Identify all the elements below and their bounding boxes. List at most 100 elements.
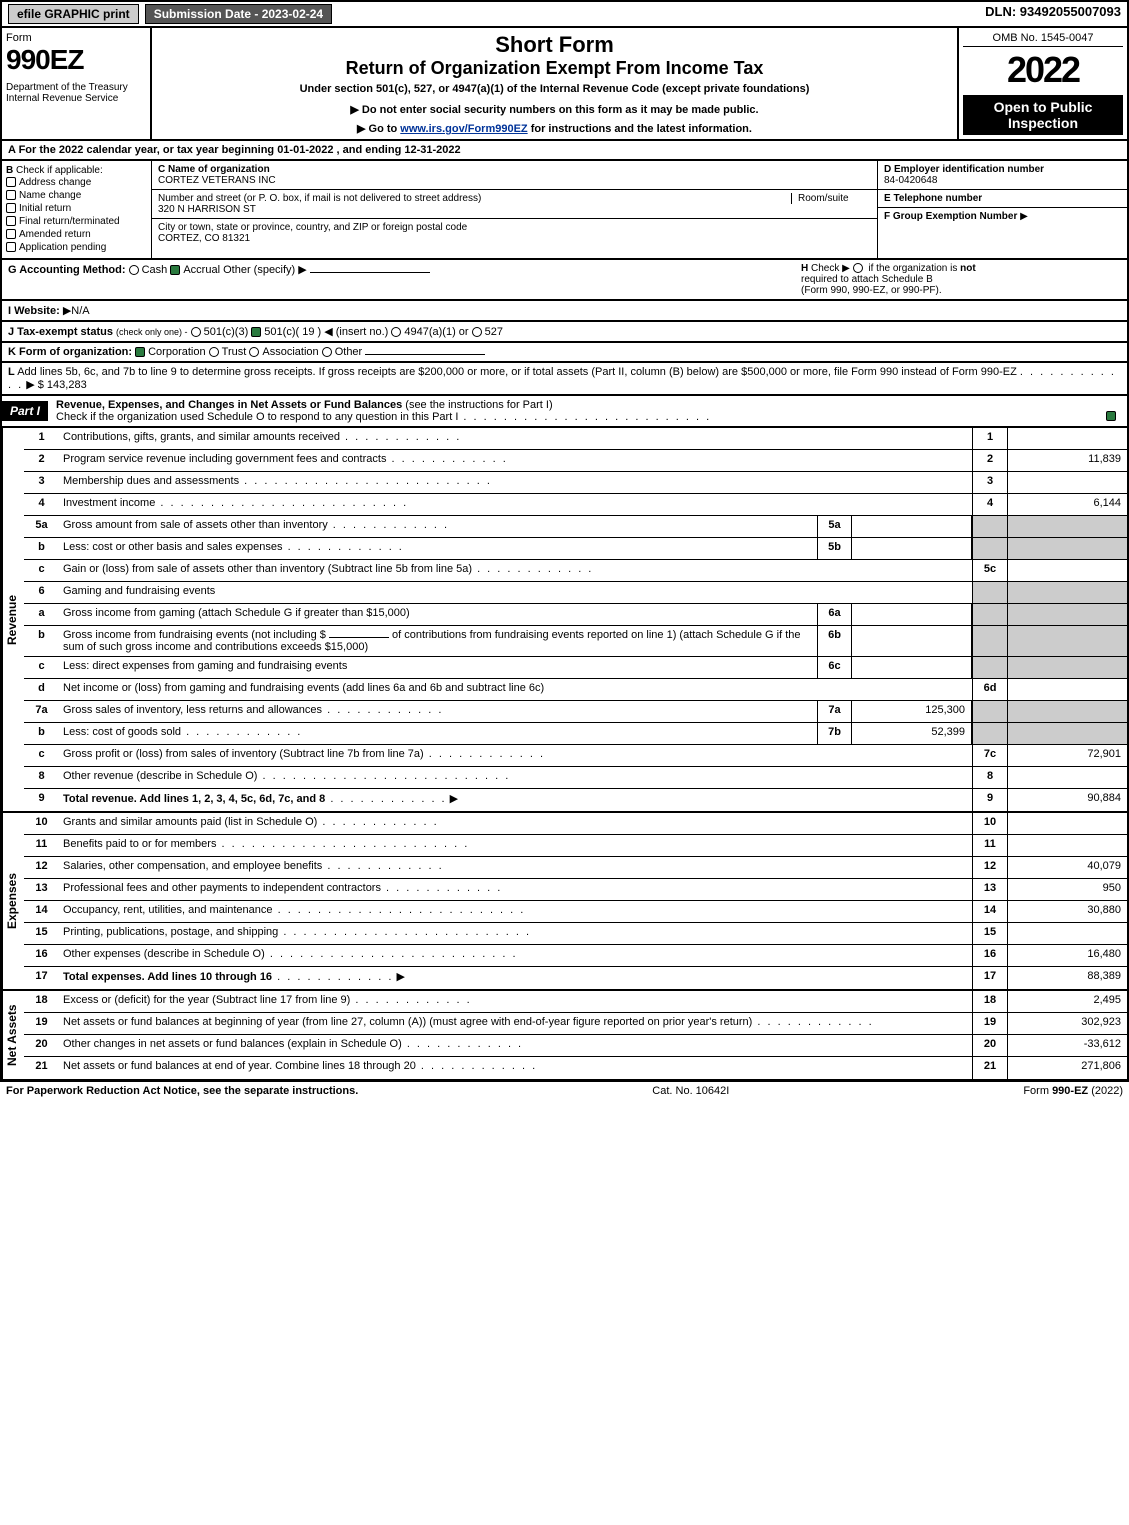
h-not: not [960, 263, 976, 274]
netassets-section: Net Assets 18Excess or (deficit) for the… [0, 991, 1129, 1081]
l9-rn: 9 [972, 789, 1007, 811]
section-g-h: G Accounting Method: Cash Accrual Other … [0, 260, 1129, 301]
l3-rn: 3 [972, 472, 1007, 493]
l20-rn: 20 [972, 1035, 1007, 1056]
l7a-mv: 125,300 [852, 701, 972, 722]
l2-rv: 11,839 [1007, 450, 1127, 471]
footer-mid: Cat. No. 10642I [652, 1085, 729, 1097]
l18-rv: 2,495 [1007, 991, 1127, 1012]
g-label: G Accounting Method: [8, 264, 126, 276]
chk-pending[interactable]: Application pending [19, 242, 106, 253]
l6c-mv [852, 657, 972, 678]
check-if-applicable: Check if applicable: [16, 165, 103, 176]
chk-final[interactable]: Final return/terminated [19, 216, 120, 227]
l2-desc: Program service revenue including govern… [63, 453, 386, 465]
warn-goto: Go to [369, 123, 401, 135]
chk-name[interactable]: Name change [19, 190, 81, 201]
l14-rv: 30,880 [1007, 901, 1127, 922]
expenses-section: Expenses 10Grants and similar amounts pa… [0, 813, 1129, 991]
chk-amended[interactable]: Amended return [19, 229, 91, 240]
l11-rn: 11 [972, 835, 1007, 856]
l5b-desc: Less: cost or other basis and sales expe… [63, 541, 283, 553]
k-label: K Form of organization: [8, 346, 132, 358]
expenses-vert-label: Expenses [2, 813, 24, 989]
tel-label: E Telephone number [884, 193, 982, 204]
l17-rv: 88,389 [1007, 967, 1127, 989]
short-form-title: Short Form [160, 32, 949, 58]
chk-initial[interactable]: Initial return [19, 203, 71, 214]
top-bar: efile GRAPHIC print Submission Date - 20… [0, 0, 1129, 28]
b-label: B [6, 165, 13, 176]
j-opt2[interactable]: 501(c)( 19 ) [264, 326, 321, 338]
l17-desc: Total expenses. Add lines 10 through 16 [63, 971, 272, 983]
footer: For Paperwork Reduction Act Notice, see … [0, 1081, 1129, 1100]
l6d-rv [1007, 679, 1127, 700]
l18-rn: 18 [972, 991, 1007, 1012]
warn-ssn: Do not enter social security numbers on … [362, 104, 759, 116]
j-opt4[interactable]: 527 [485, 326, 503, 338]
j-opt3[interactable]: 4947(a)(1) or [404, 326, 468, 338]
form-number: 990EZ [6, 44, 146, 76]
l5c-desc: Gain or (loss) from sale of assets other… [63, 563, 472, 575]
l7c-rv: 72,901 [1007, 745, 1127, 766]
l6b-desc: Gross income from fundraising events (no… [63, 629, 326, 641]
k-corp[interactable]: Corporation [148, 346, 205, 358]
l6d-rn: 6d [972, 679, 1007, 700]
g-cash[interactable]: Cash [142, 264, 168, 276]
group-label: F Group Exemption Number [884, 211, 1017, 222]
l6d-desc: Net income or (loss) from gaming and fun… [63, 682, 544, 694]
l10-rv [1007, 813, 1127, 834]
j-note: (check only one) - [116, 327, 188, 337]
i-label: I Website: [8, 305, 60, 317]
l5a-mn: 5a [817, 516, 852, 537]
part1-label: Part I [2, 401, 48, 421]
l21-rn: 21 [972, 1057, 1007, 1079]
k-assoc[interactable]: Association [262, 346, 318, 358]
l8-rn: 8 [972, 767, 1007, 788]
form-title: Return of Organization Exempt From Incom… [160, 58, 949, 79]
chk-addr[interactable]: Address change [19, 177, 91, 188]
revenue-vert-label: Revenue [2, 428, 24, 811]
j-opt1[interactable]: 501(c)(3) [204, 326, 249, 338]
g-other[interactable]: Other (specify) [223, 264, 295, 276]
l7b-desc: Less: cost of goods sold [63, 726, 181, 738]
l3-rv [1007, 472, 1127, 493]
l4-rn: 4 [972, 494, 1007, 515]
l1-rn: 1 [972, 428, 1007, 449]
l6c-desc: Less: direct expenses from gaming and fu… [63, 660, 347, 672]
l7c-desc: Gross profit or (loss) from sales of inv… [63, 748, 424, 760]
footer-right: Form 990-EZ (2022) [1023, 1085, 1123, 1097]
l15-rn: 15 [972, 923, 1007, 944]
k-trust[interactable]: Trust [222, 346, 247, 358]
l6a-mn: 6a [817, 604, 852, 625]
l4-desc: Investment income [63, 497, 155, 509]
l12-rn: 12 [972, 857, 1007, 878]
part1-note: (see the instructions for Part I) [405, 399, 552, 411]
city-label: City or town, state or province, country… [158, 222, 467, 233]
l3-desc: Membership dues and assessments [63, 475, 239, 487]
l6b-mv [852, 626, 972, 656]
open-to-public: Open to Public Inspection [963, 95, 1123, 135]
l2-rn: 2 [972, 450, 1007, 471]
h-check: Check [811, 263, 839, 274]
l18-desc: Excess or (deficit) for the year (Subtra… [63, 994, 350, 1006]
g-accrual[interactable]: Accrual [183, 264, 220, 276]
irs-link[interactable]: www.irs.gov/Form990EZ [400, 123, 527, 135]
l20-desc: Other changes in net assets or fund bala… [63, 1038, 402, 1050]
l6a-desc: Gross income from gaming (attach Schedul… [63, 607, 410, 619]
tax-year: 2022 [963, 49, 1123, 91]
efile-button[interactable]: efile GRAPHIC print [8, 4, 139, 24]
revenue-section: Revenue 1 Contributions, gifts, grants, a… [0, 428, 1129, 813]
form-header: Form 990EZ Department of the Treasury In… [0, 28, 1129, 141]
l12-desc: Salaries, other compensation, and employ… [63, 860, 322, 872]
l7a-mn: 7a [817, 701, 852, 722]
l6c-mn: 6c [817, 657, 852, 678]
h-text4: (Form 990, 990-EZ, or 990-PF). [801, 285, 942, 296]
l-amount: $ 143,283 [38, 379, 87, 391]
l4-rv: 6,144 [1007, 494, 1127, 515]
k-other[interactable]: Other [335, 346, 363, 358]
form-word: Form [6, 32, 146, 44]
l13-rv: 950 [1007, 879, 1127, 900]
l13-desc: Professional fees and other payments to … [63, 882, 381, 894]
l1-desc: Contributions, gifts, grants, and simila… [63, 431, 340, 443]
